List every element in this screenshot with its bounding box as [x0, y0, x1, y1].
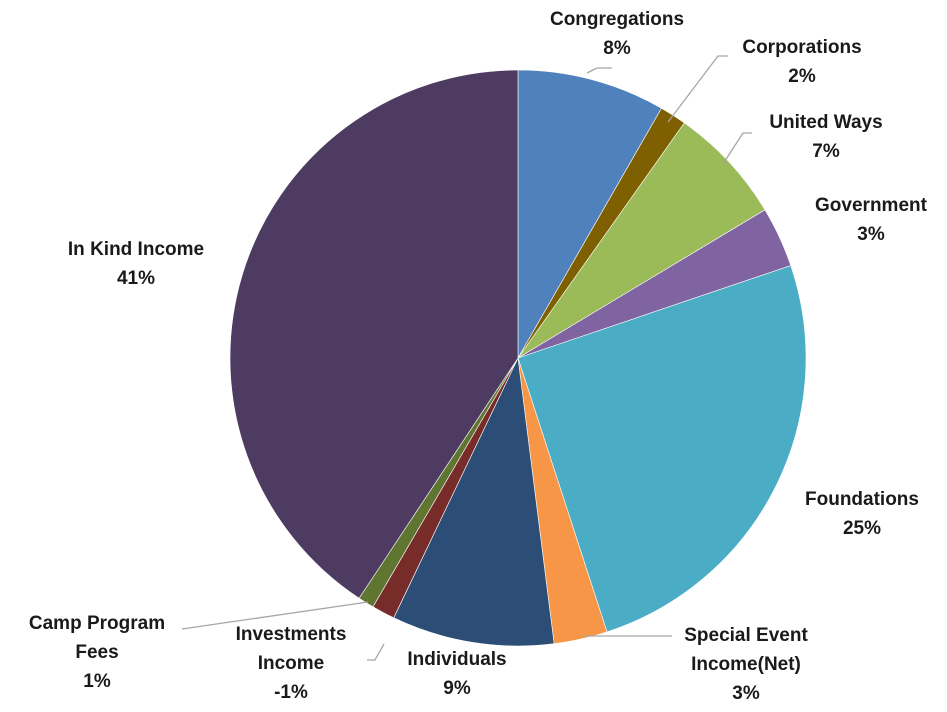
slice-name-label: Foundations: [805, 489, 919, 510]
slice-name-label: In Kind Income: [68, 239, 204, 260]
slice-name-label: Congregations: [550, 9, 684, 30]
pie-slice-in-kind-income: [229, 69, 519, 599]
leader-line-camp-program-fees: [181, 601, 369, 630]
slice-percent-label: 25%: [843, 518, 881, 539]
slice-percent-label: 41%: [117, 268, 155, 289]
slice-percent-label: 7%: [812, 141, 840, 162]
slice-label-camp-program-fees: Camp Program Fees 1%: [29, 613, 165, 692]
pie-slice-congregations: [517, 69, 662, 360]
slice-percent-label: 8%: [603, 38, 631, 59]
leader-lines: [181, 55, 752, 661]
slice-label-corporations: Corporations 2%: [742, 37, 861, 87]
slice-name-label: Special Event: [684, 625, 808, 646]
pie-slice-united-ways: [517, 122, 766, 359]
slice-percent-label: 9%: [443, 678, 471, 699]
slice-percent-label: 2%: [788, 66, 816, 87]
pie-slices: [229, 69, 807, 647]
pie-slice-individuals: [393, 356, 555, 647]
leader-line-congregations: [586, 67, 612, 74]
slice-percent-label: 1%: [83, 671, 111, 692]
pie-slice-foundations: [517, 265, 807, 633]
slice-label-united-ways: United Ways 7%: [769, 112, 882, 162]
slice-name-label: Corporations: [742, 37, 861, 58]
slice-labels: Congregations 8% Corporations 2% United Ways…: [29, 9, 928, 704]
slice-label-foundations: Foundations 25%: [805, 489, 919, 539]
slice-percent-label: 3%: [857, 224, 885, 245]
slice-name-label: United Ways: [769, 112, 882, 133]
slice-name-label: Investments: [236, 624, 347, 645]
slice-label-investments-income: Investments Income -1%: [236, 624, 347, 703]
slice-label-in-kind-income: In Kind Income 41%: [68, 239, 204, 289]
leader-line-investments-income: [367, 643, 385, 661]
slice-label-government: Government 3%: [815, 195, 928, 245]
slice-name-label: Individuals: [407, 649, 506, 670]
slice-label-congregations: Congregations 8%: [550, 9, 684, 59]
leader-line-corporations: [667, 55, 728, 123]
slice-percent-label: 3%: [732, 683, 760, 704]
slice-percent-label: -1%: [274, 682, 308, 703]
slice-name-label: Income: [258, 653, 325, 674]
leader-line-united-ways: [722, 132, 752, 165]
slice-label-individuals: Individuals 9%: [407, 649, 506, 699]
slice-name-label: Income(Net): [691, 654, 801, 675]
slice-name-label: Camp Program: [29, 613, 165, 634]
slice-label-special-event-income-net: Special Event Income(Net) 3%: [684, 625, 808, 704]
slice-name-label: Government: [815, 195, 928, 216]
slice-name-label: Fees: [75, 642, 118, 663]
